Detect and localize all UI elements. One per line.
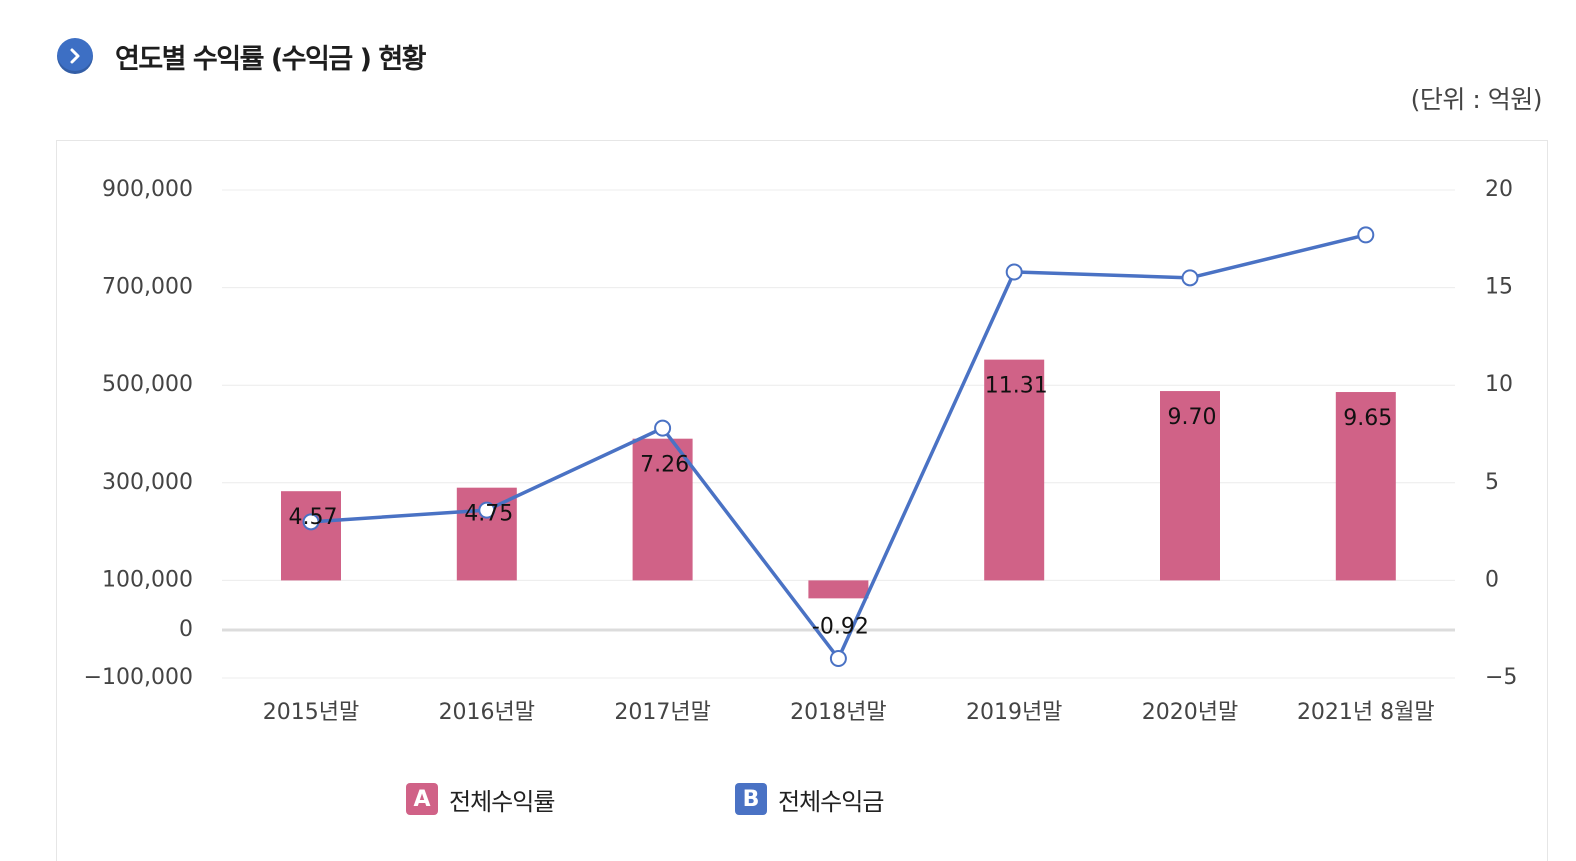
- chart-header: 연도별 수익률 (수익금 ) 현황: [57, 36, 427, 76]
- right-tick-label: −5: [1485, 665, 1517, 690]
- bar: [1160, 391, 1220, 581]
- grid-lines: [222, 189, 1455, 679]
- legend-item-rate: A 전체수익률: [406, 783, 555, 816]
- legend-item-amount: B 전체수익금: [735, 783, 884, 816]
- left-tick-label: 0: [179, 617, 193, 642]
- x-tick-label: 2018년말: [790, 700, 886, 725]
- bar: [632, 438, 693, 581]
- left-tick-label: −100,000: [84, 665, 193, 690]
- left-tick-label: 100,000: [102, 567, 193, 592]
- x-tick-label: 2020년말: [1142, 700, 1238, 725]
- line-point: [478, 501, 496, 519]
- line-point: [829, 649, 847, 667]
- legend-badge-b: B: [735, 783, 767, 815]
- line-point: [1181, 269, 1199, 287]
- legend-label-amount: 전체수익금: [778, 787, 884, 816]
- left-tick-label: 500,000: [102, 372, 193, 397]
- legend-badge-a: A: [406, 783, 438, 815]
- x-tick-label: 2021년 8월말: [1297, 700, 1435, 725]
- right-tick-label: 10: [1485, 372, 1513, 397]
- chart-title: 연도별 수익률 (수익금 ) 현황: [115, 43, 427, 75]
- bar-value-label: -0.92: [812, 614, 869, 639]
- x-tick-label: 2017년말: [614, 700, 710, 725]
- x-axis: 2015년말 2016년말 2017년말 2018년말 2019년말 2020년말 2021…: [263, 700, 1435, 725]
- left-tick-label: 900,000: [102, 177, 193, 202]
- bar-value-label: 9.65: [1343, 406, 1392, 431]
- bar-series: [281, 359, 1396, 599]
- bar-value-label: 4.75: [464, 502, 513, 527]
- left-y-axis: 900,000 700,000 500,000 300,000 100,000 0 −100…: [84, 177, 193, 690]
- line-point: [654, 419, 672, 437]
- bar: [1335, 392, 1396, 581]
- bar: [281, 491, 341, 581]
- right-tick-label: 15: [1485, 275, 1513, 300]
- left-tick-label: 300,000: [102, 470, 193, 495]
- bar: [984, 359, 1045, 581]
- unit-label: (단위 : 억원): [1410, 85, 1543, 114]
- line-point: [1005, 263, 1023, 281]
- x-tick-label: 2015년말: [263, 700, 359, 725]
- x-tick-label: 2016년말: [439, 700, 535, 725]
- chevron-right-icon: [57, 38, 93, 74]
- legend-label-rate: 전체수익률: [449, 787, 555, 816]
- data-labels: 4.57 4.75 7.26 -0.92 11.31 9.70 9.65: [289, 374, 1393, 640]
- right-tick-label: 20: [1485, 177, 1513, 202]
- left-tick-label: 700,000: [102, 275, 193, 300]
- bar-value-label: 7.26: [640, 453, 689, 478]
- bar-value-label: 9.70: [1168, 405, 1217, 430]
- bar-value-label: 11.31: [985, 374, 1048, 399]
- right-tick-label: 0: [1485, 567, 1499, 592]
- bar-value-label: 4.57: [289, 505, 338, 530]
- x-tick-label: 2019년말: [966, 700, 1062, 725]
- right-y-axis: 20 15 10 5 0 −5: [1485, 177, 1517, 690]
- bar: [808, 580, 869, 599]
- right-tick-label: 5: [1485, 470, 1499, 495]
- line-point: [302, 513, 320, 531]
- line-point: [1357, 226, 1375, 244]
- line-series: [302, 226, 1375, 667]
